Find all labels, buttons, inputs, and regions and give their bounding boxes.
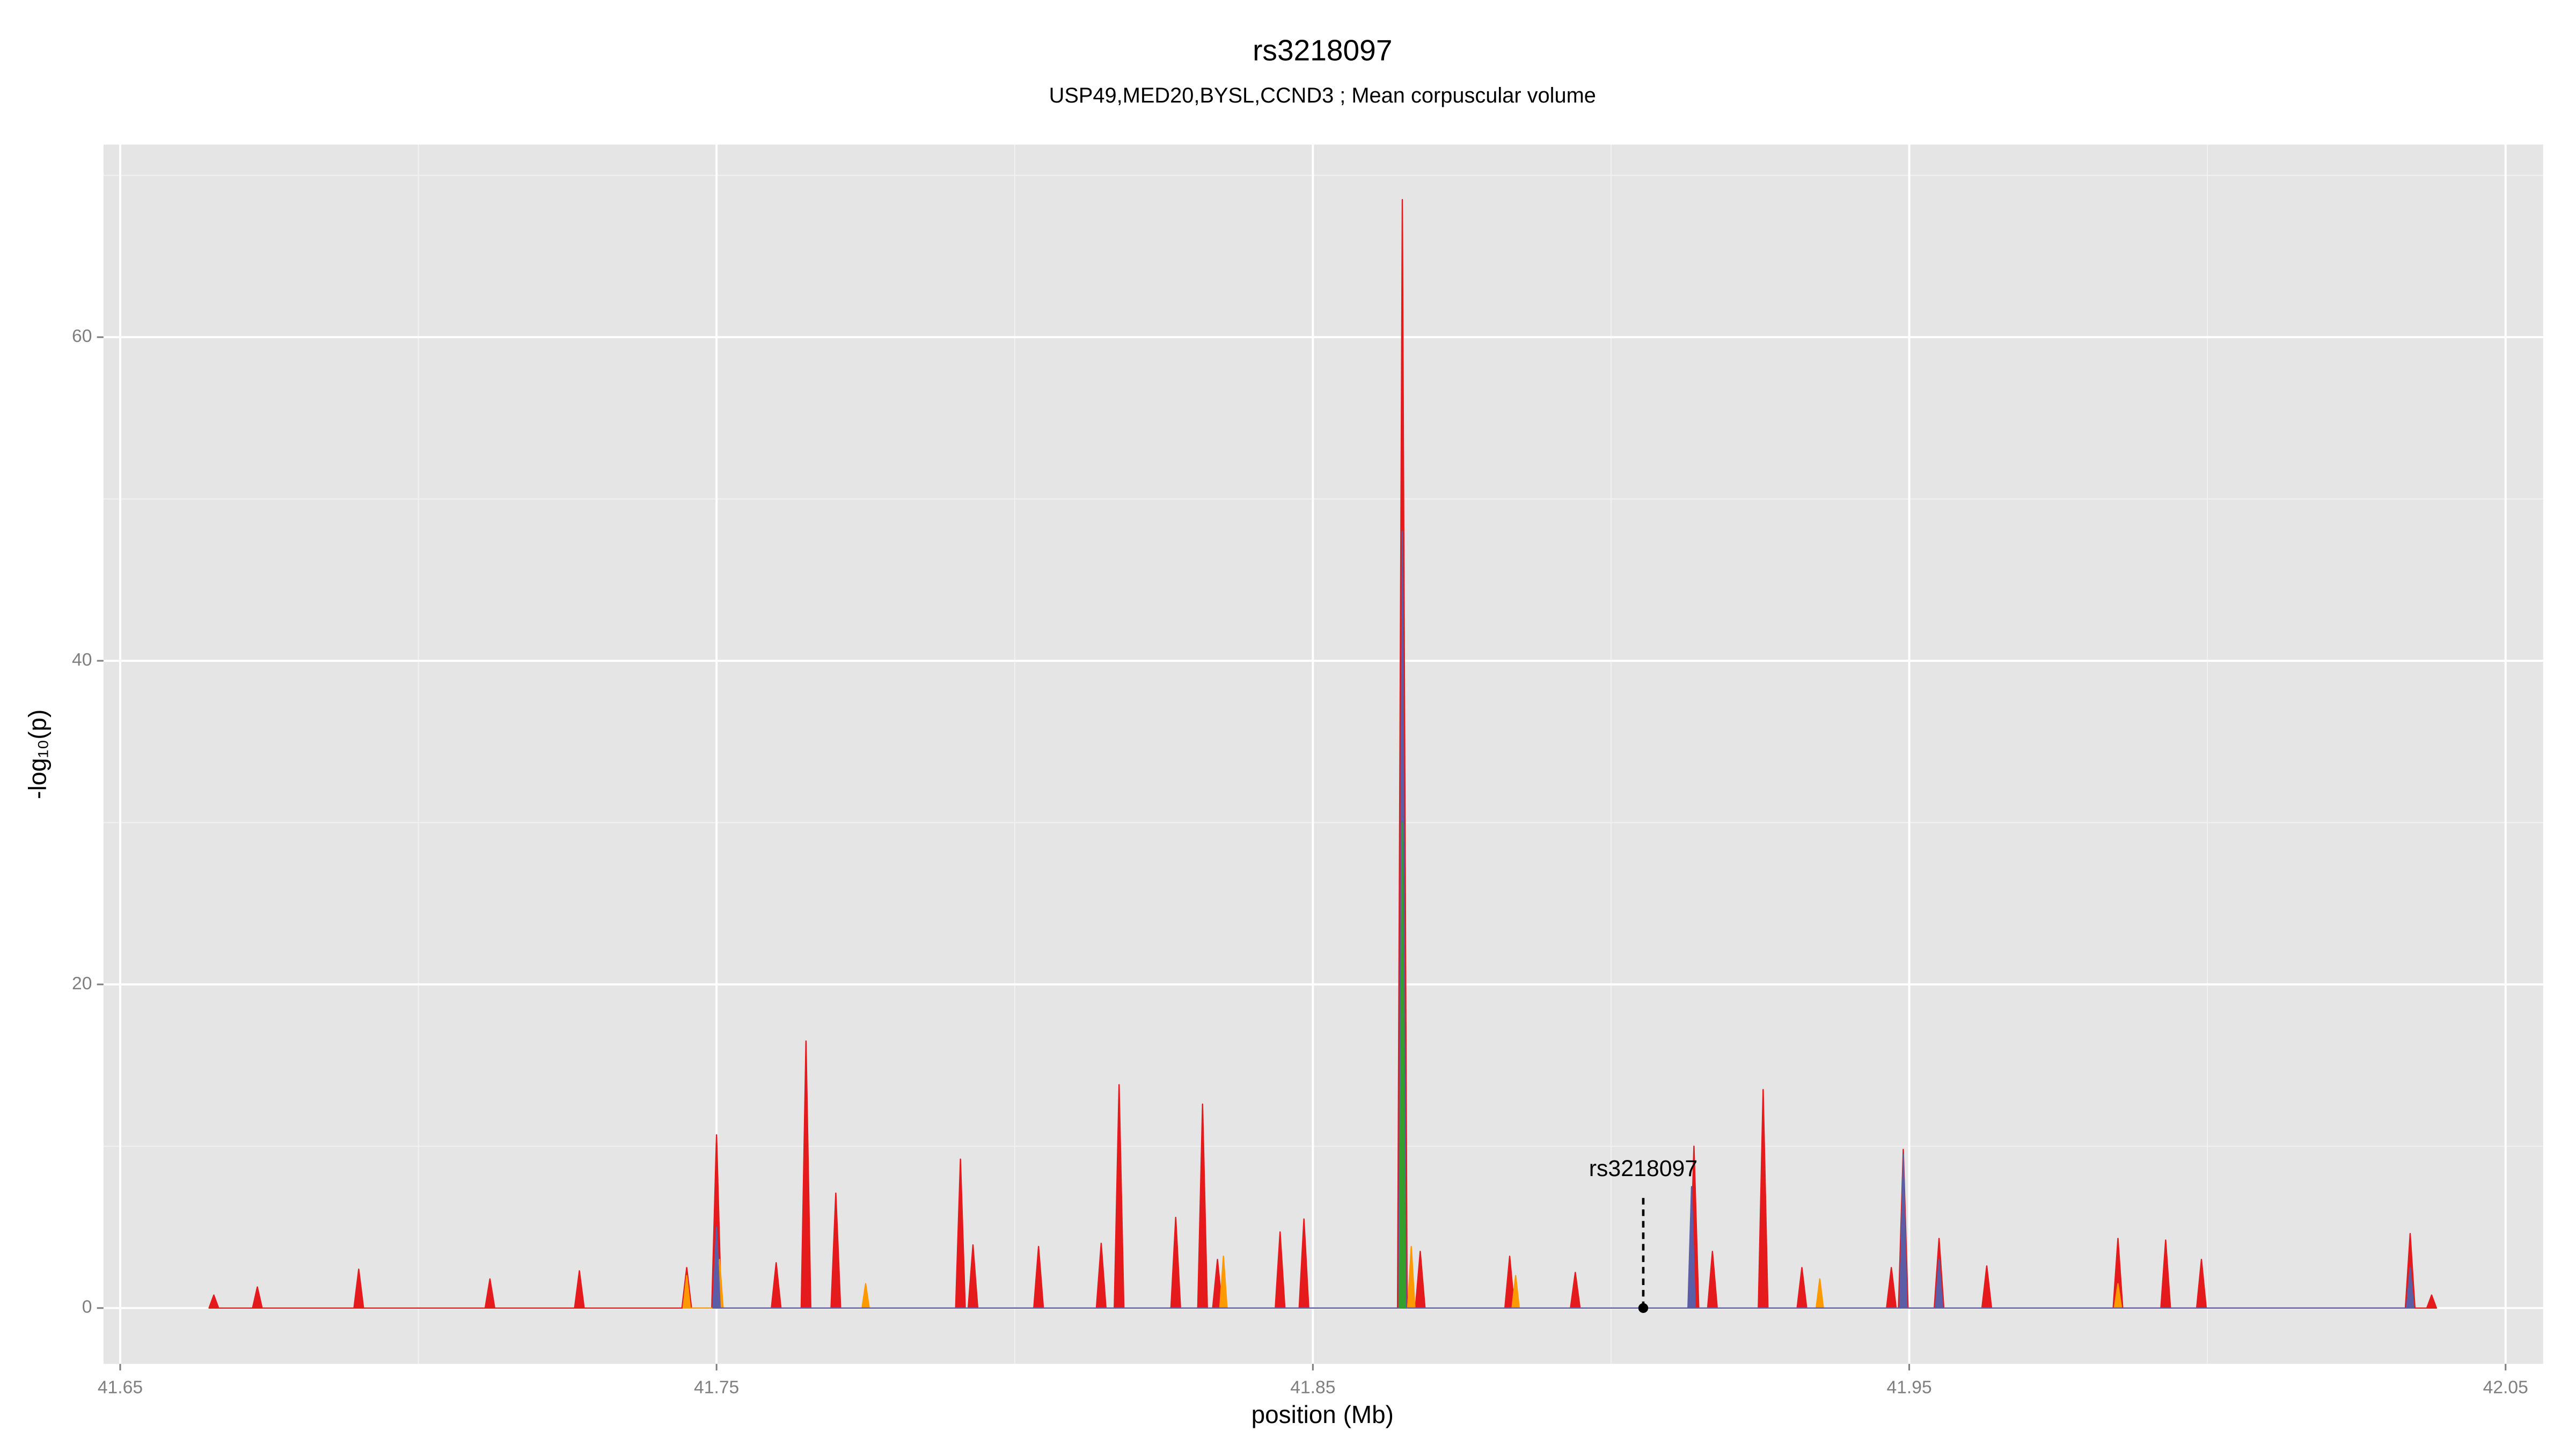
y-tick-label: 40	[72, 650, 92, 670]
y-tick-label: 60	[72, 326, 92, 346]
x-axis-label: position (Mb)	[1252, 1400, 1394, 1428]
annotation-point	[1638, 1303, 1649, 1313]
y-tick-label: 0	[82, 1297, 92, 1317]
chart-subtitle: USP49,MED20,BYSL,CCND3 ; Mean corpuscula…	[1049, 84, 1596, 107]
data-layer	[208, 199, 2438, 1309]
y-tick-label: 20	[72, 974, 92, 994]
x-tick-label: 41.75	[694, 1378, 739, 1398]
x-tick-label: 41.85	[1290, 1378, 1335, 1398]
annotation-label: rs3218097	[1589, 1156, 1697, 1181]
x-tick-label: 42.05	[2483, 1378, 2528, 1398]
axes: 41.65 41.75 41.85 41.95 42.05 0 20 40 60 rs321809…	[72, 326, 2528, 1398]
chart-title: rs3218097	[1253, 34, 1392, 67]
plot-panel	[103, 144, 2543, 1364]
x-tick-label: 41.95	[1886, 1378, 1931, 1398]
area-series	[1399, 822, 1406, 1309]
y-axis-label: -log₁₀(p)	[24, 710, 52, 799]
x-tick-label: 41.65	[98, 1378, 143, 1398]
